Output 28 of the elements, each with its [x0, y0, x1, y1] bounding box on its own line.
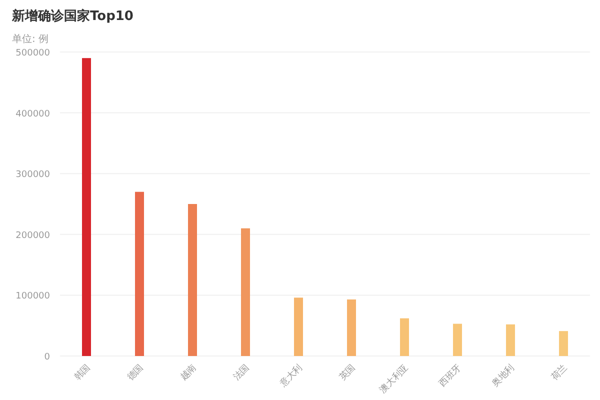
- x-tick-label: 意大利: [277, 362, 305, 390]
- x-tick-label: 越南: [178, 362, 199, 383]
- x-tick-label: 澳大利亚: [377, 362, 411, 396]
- x-tick-label: 法国: [231, 362, 252, 383]
- x-tick-label: 奥地利: [490, 362, 517, 390]
- bar: [453, 324, 462, 356]
- x-tick-label: 西班牙: [436, 362, 464, 390]
- y-tick-label: 500000: [16, 48, 50, 58]
- bar: [241, 228, 250, 356]
- x-tick-label: 韩国: [72, 362, 93, 383]
- bar: [188, 204, 197, 356]
- bar: [82, 58, 91, 356]
- chart-title: 新增确诊国家Top10: [11, 8, 134, 24]
- bar: [347, 299, 356, 356]
- y-tick-label: 0: [44, 352, 50, 362]
- x-tick-label: 德国: [125, 362, 146, 383]
- y-tick-label: 400000: [16, 109, 50, 120]
- bar: [294, 298, 303, 356]
- bar: [135, 192, 144, 356]
- y-tick-label: 200000: [16, 230, 50, 241]
- bar: [400, 318, 409, 356]
- x-tick-label: 荷兰: [549, 362, 570, 383]
- bar: [506, 324, 515, 356]
- y-tick-label: 100000: [16, 292, 50, 302]
- y-tick-label: 300000: [16, 170, 50, 180]
- bar: [559, 331, 568, 356]
- x-tick-label: 英国: [337, 362, 358, 383]
- chart-subtitle: 单位: 例: [12, 33, 49, 45]
